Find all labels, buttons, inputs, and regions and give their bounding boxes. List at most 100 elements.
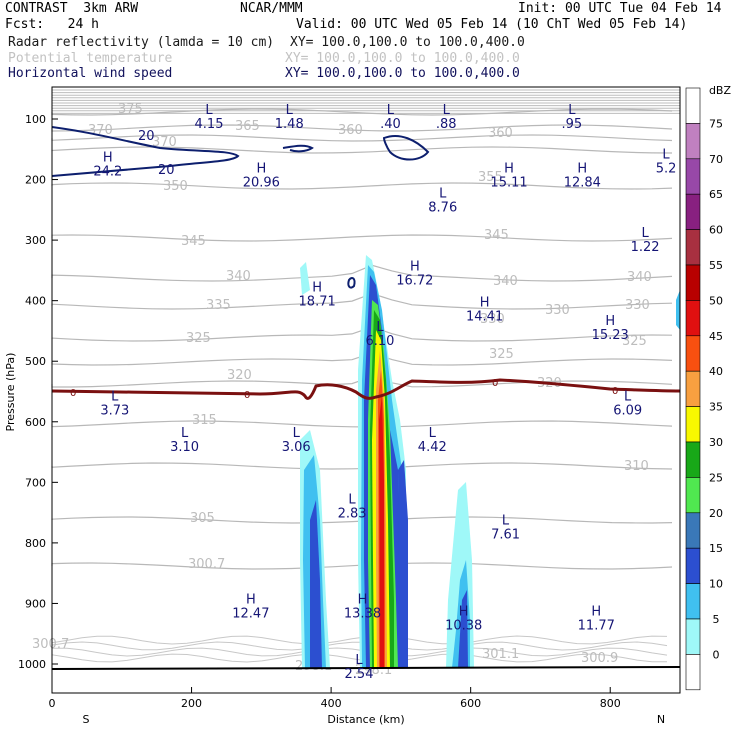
dense-theta-line bbox=[51, 112, 681, 115]
dense-theta-line bbox=[51, 102, 681, 104]
valid-time: Valid: 00 UTC Wed 05 Feb 14 (10 ChT Wed … bbox=[296, 17, 688, 32]
extremum-letter: L bbox=[181, 426, 189, 441]
extremum-letter: H bbox=[103, 150, 113, 165]
theta-label: 300.9 bbox=[581, 651, 618, 666]
field-reflectivity-label: Radar reflectivity (lamda = 10 cm) bbox=[8, 35, 275, 50]
init-time: Init: 00 UTC Tue 04 Feb 14 bbox=[518, 1, 722, 16]
theta-label: 300.7 bbox=[32, 637, 69, 652]
extremum-value: 2.54 bbox=[345, 667, 374, 682]
extremum-value: 15.11 bbox=[490, 175, 527, 190]
org-title: NCAR/MMM bbox=[240, 1, 303, 16]
theta-contour-surface bbox=[51, 641, 668, 651]
x-tick-label: 400 bbox=[321, 697, 342, 710]
model-title: CONTRAST 3km ARW bbox=[5, 1, 139, 16]
field-theta-xy: XY= 100.0,100.0 to 100.0,400.0 bbox=[285, 51, 520, 66]
theta-contour bbox=[51, 134, 673, 142]
extremum-letter: L bbox=[348, 493, 356, 508]
colorbar-swatch bbox=[685, 229, 701, 266]
y-axis-title: Pressure (hPa) bbox=[4, 353, 17, 432]
y-tick-label: 400 bbox=[25, 295, 46, 308]
extremum-letter: H bbox=[480, 296, 490, 311]
extremum-letter: H bbox=[410, 259, 420, 274]
wind-contour-label: 20 bbox=[138, 129, 155, 144]
refl-upper-blob bbox=[300, 262, 310, 295]
extremum-value: .40 bbox=[380, 117, 401, 132]
extremum-value: 18.71 bbox=[299, 295, 336, 310]
theta-label: 315 bbox=[192, 413, 217, 428]
dense-theta-line bbox=[51, 97, 681, 99]
colorbar-swatch bbox=[685, 87, 701, 124]
axes: 0 200 400 600 800100200300400500600700800900… bbox=[4, 113, 665, 726]
colorbar-level: 10 bbox=[709, 578, 723, 591]
colorbar-swatch bbox=[685, 477, 701, 514]
extremum-value: .95 bbox=[562, 117, 583, 132]
extremum-letter: H bbox=[246, 592, 256, 607]
theta-label: 355 bbox=[478, 170, 503, 185]
extremum-letter: H bbox=[256, 161, 266, 176]
theta-contour bbox=[51, 352, 673, 366]
theta-label: 340 bbox=[493, 274, 518, 289]
extremum-letter: H bbox=[312, 281, 322, 296]
x-axis-title: Distance (km) bbox=[327, 713, 404, 726]
colorbar-swatch bbox=[685, 370, 701, 407]
colorbar: 0 5 10 15 20 25 30 35 40 45 50 55 60 65 70 75 dBZ bbox=[685, 84, 731, 691]
colorbar-level: 55 bbox=[709, 259, 723, 272]
theta-label: 365 bbox=[235, 119, 260, 134]
theta-label: 310 bbox=[624, 459, 649, 474]
extremum-letter: L bbox=[439, 187, 447, 202]
colorbar-swatch bbox=[685, 547, 701, 584]
y-tick-label: 500 bbox=[25, 355, 46, 368]
colorbar-swatch bbox=[685, 512, 701, 549]
extremum-letter: H bbox=[605, 314, 615, 329]
colorbar-level: 30 bbox=[709, 436, 723, 449]
refl-cell-right-15dbz bbox=[458, 590, 468, 668]
freezing-label-3: 0 bbox=[492, 378, 498, 389]
extremum-value: 6.10 bbox=[365, 334, 394, 349]
theta-label: 325 bbox=[186, 331, 211, 346]
colorbar-level: 25 bbox=[709, 471, 723, 484]
field-theta-label: Potential temperature bbox=[8, 51, 173, 66]
wind-contour-20 bbox=[51, 126, 240, 177]
extremum-value: 14.41 bbox=[466, 310, 503, 325]
extremum-letter: H bbox=[504, 161, 514, 176]
freezing-label-2: 0 bbox=[244, 390, 250, 401]
refl-cell-left-15dbz bbox=[310, 500, 322, 668]
theta-label: 340 bbox=[627, 270, 652, 285]
extremum-value: 3.73 bbox=[100, 404, 129, 419]
extremum-value: 7.61 bbox=[491, 528, 520, 543]
wind-contour-label: 20 bbox=[158, 163, 175, 178]
x-end-left: S bbox=[83, 713, 90, 726]
theta-label: 345 bbox=[181, 234, 206, 249]
x-tick-label: 600 bbox=[460, 697, 481, 710]
wind-contour-tiny bbox=[347, 277, 356, 289]
extremum-letter: L bbox=[355, 653, 363, 668]
theta-contour bbox=[51, 420, 673, 428]
refl-edge-right bbox=[676, 290, 680, 330]
colorbar-level: 40 bbox=[709, 365, 723, 378]
theta-contour-surface bbox=[51, 647, 668, 657]
y-tick-label: 900 bbox=[25, 597, 46, 610]
extremum-value: 4.15 bbox=[195, 117, 224, 132]
theta-contour bbox=[51, 108, 673, 116]
theta-contour bbox=[51, 234, 673, 242]
colorbar-swatch bbox=[685, 441, 701, 478]
freezing-level-line bbox=[51, 378, 681, 400]
extremum-letter: L bbox=[641, 226, 649, 241]
dense-theta-line bbox=[51, 99, 681, 102]
freezing-label-4: 0 bbox=[612, 386, 618, 397]
freezing-label-1: 0 bbox=[70, 388, 76, 399]
refl-right-flank-15dbz bbox=[398, 460, 408, 668]
extremum-letter: L bbox=[624, 390, 632, 405]
surface-line bbox=[51, 666, 681, 670]
colorbar-swatch bbox=[685, 158, 701, 195]
dense-theta-line bbox=[51, 110, 681, 112]
extremum-letter: L bbox=[568, 103, 576, 118]
extremum-value: 13.38 bbox=[344, 606, 381, 621]
theta-label: 330 bbox=[625, 298, 650, 313]
theta-label: 330 bbox=[545, 303, 570, 318]
extremum-letter: L bbox=[443, 103, 451, 118]
theta-contour bbox=[51, 182, 673, 190]
